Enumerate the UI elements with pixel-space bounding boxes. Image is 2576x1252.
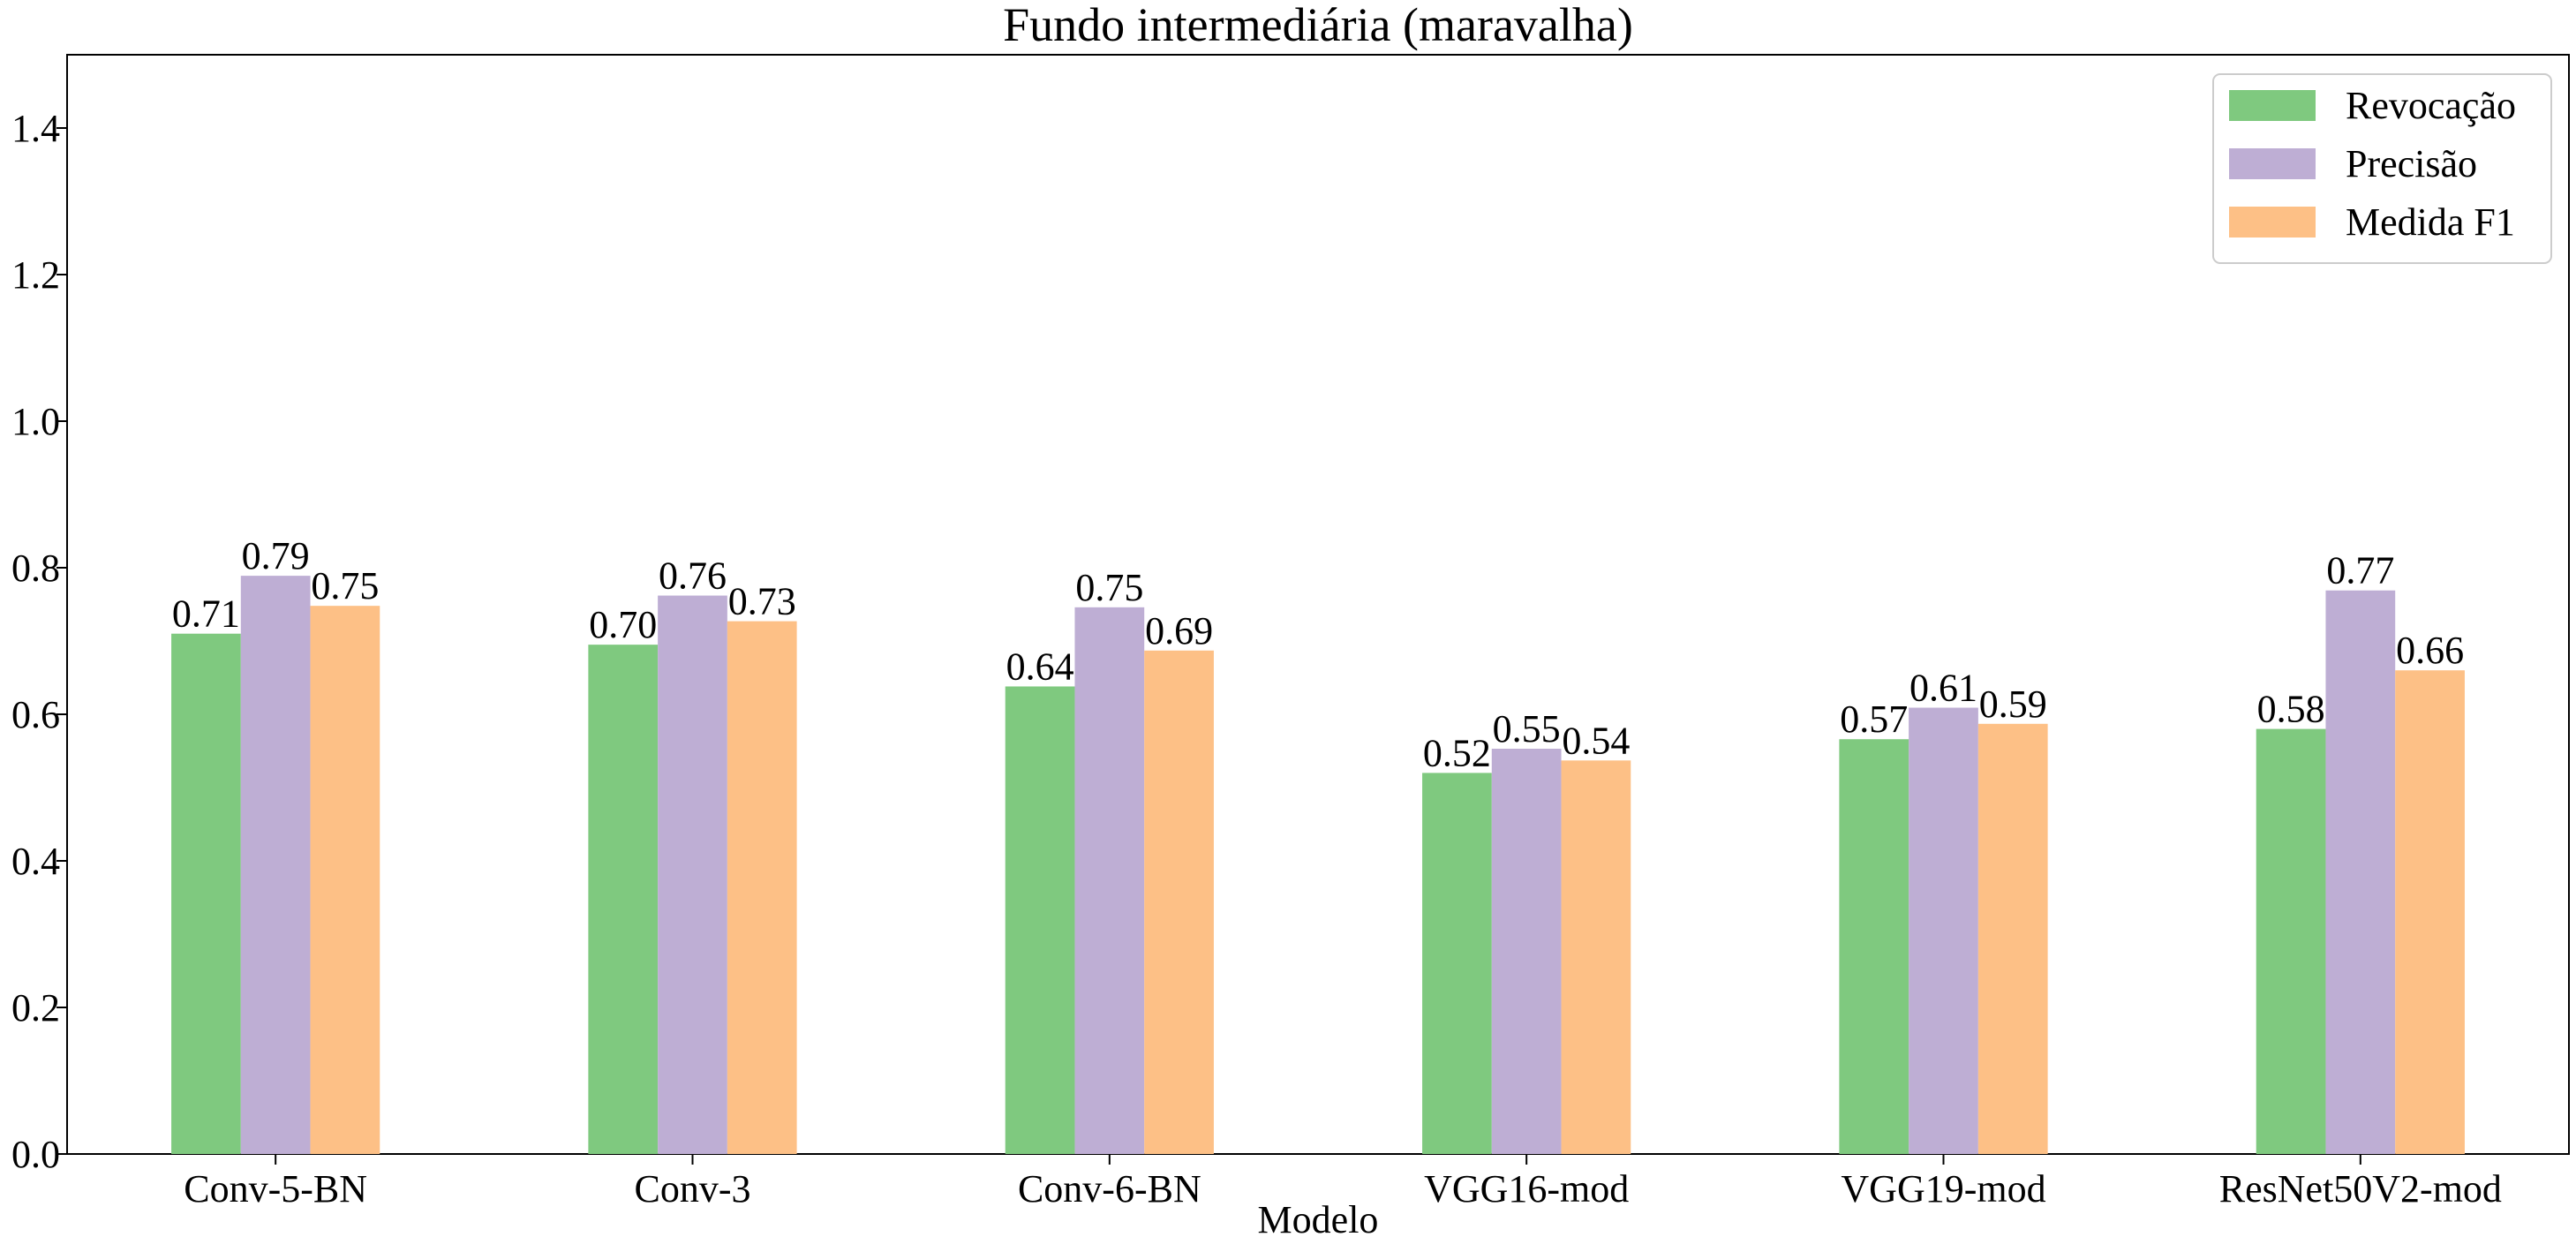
- bar: [588, 645, 659, 1154]
- bar-value-label: 0.77: [2326, 549, 2394, 592]
- y-tick-label: 0.8: [11, 547, 60, 590]
- bar-value-label: 0.70: [589, 603, 657, 646]
- legend: Revocação Precisão Medida F1: [2212, 73, 2552, 264]
- y-tick-label: 1.2: [11, 253, 60, 297]
- x-tick-label: Conv-6-BN: [1018, 1167, 1201, 1211]
- bar: [2256, 728, 2326, 1154]
- x-tick-label: VGG16-mod: [1424, 1167, 1629, 1211]
- bar: [727, 621, 797, 1154]
- y-tick-label: 0.4: [11, 840, 60, 883]
- bar-value-label: 0.64: [1006, 645, 1074, 688]
- bar-value-label: 0.73: [728, 580, 796, 623]
- bar: [310, 606, 380, 1154]
- bar: [1561, 760, 1631, 1154]
- x-axis: Conv-5-BN Conv-3 Conv-6-BN VGG16-mod VGG19-m…: [184, 1154, 2502, 1211]
- y-axis: 0.0 0.2 0.4 0.6 0.8 1.0 1.2 1.4: [11, 107, 67, 1176]
- x-tick-label: ResNet50V2-mod: [2219, 1167, 2502, 1211]
- bar: [658, 595, 727, 1154]
- y-tick-label: 1.4: [11, 107, 60, 150]
- bar: [1422, 773, 1492, 1154]
- bar-value-label: 0.75: [311, 564, 379, 607]
- bar: [1005, 686, 1075, 1154]
- legend-swatch: [2229, 207, 2316, 238]
- legend-entry: Medida F1: [2346, 200, 2515, 244]
- bar-value-label: 0.57: [1840, 698, 1908, 741]
- legend-entry: Precisão: [2346, 142, 2477, 185]
- chart-title: Fundo intermediária (maravalha): [1003, 0, 1633, 51]
- y-tick-label: 0.0: [11, 1133, 60, 1176]
- y-tick-label: 0.6: [11, 693, 60, 736]
- x-tick-label: Conv-5-BN: [184, 1167, 367, 1211]
- bar-value-label: 0.79: [242, 534, 310, 577]
- bar: [1977, 723, 2048, 1154]
- bar-value-label: 0.52: [1423, 731, 1491, 774]
- legend-swatch: [2229, 148, 2316, 179]
- legend-swatch: [2229, 90, 2316, 121]
- bar: [1074, 607, 1145, 1154]
- bar: [171, 633, 241, 1154]
- bar-value-label: 0.66: [2396, 629, 2464, 672]
- bar-value-label: 0.54: [1562, 719, 1630, 762]
- bar: [1909, 707, 1978, 1154]
- bar-value-label: 0.75: [1075, 566, 1143, 609]
- bar-value-label: 0.69: [1145, 609, 1213, 652]
- x-axis-label: Modelo: [1258, 1198, 1379, 1241]
- bar: [1491, 749, 1562, 1154]
- legend-entry: Revocação: [2346, 84, 2516, 127]
- plot-area: [66, 54, 2570, 1155]
- bar-value-labels: 0.710.790.750.700.760.730.640.750.690.52…: [172, 534, 2464, 774]
- bar-value-label: 0.58: [2257, 688, 2325, 731]
- bar: [2325, 590, 2396, 1154]
- y-tick-label: 0.2: [11, 986, 60, 1030]
- x-tick-label: VGG19-mod: [1841, 1167, 2045, 1211]
- bar-value-label: 0.55: [1493, 707, 1561, 750]
- bar-value-label: 0.71: [172, 592, 240, 636]
- bar: [1144, 650, 1214, 1154]
- bars: [171, 576, 2465, 1154]
- x-tick-label: Conv-3: [635, 1167, 751, 1211]
- bar: [1839, 739, 1909, 1154]
- y-tick-label: 1.0: [11, 400, 60, 443]
- bar-value-label: 0.76: [659, 554, 727, 598]
- bar: [240, 576, 311, 1154]
- bar-value-label: 0.59: [1979, 683, 2047, 726]
- bar: [2395, 670, 2465, 1154]
- bar-value-label: 0.61: [1909, 667, 1977, 710]
